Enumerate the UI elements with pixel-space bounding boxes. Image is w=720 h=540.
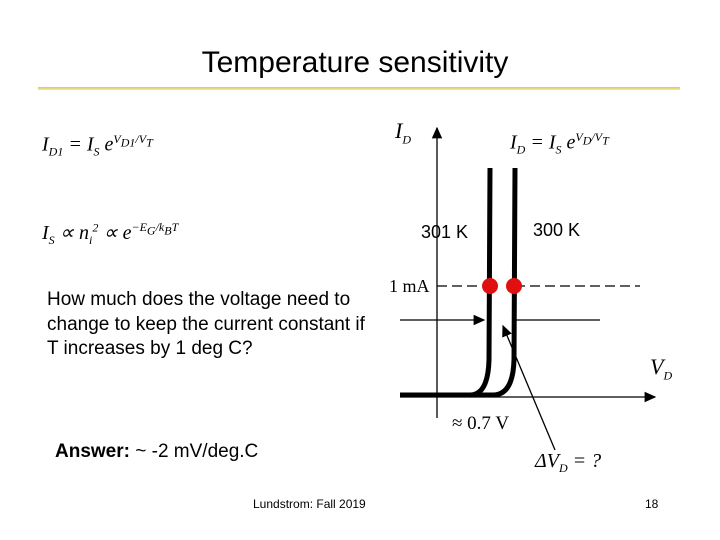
slide-title: Temperature sensitivity [201, 46, 509, 79]
footer-text: Lundstrom: Fall 2019 [253, 497, 366, 511]
curve-label-300k: 300 K [533, 220, 581, 240]
is-relation-equation: IS ∝ ni2 ∝ e−EG/kBT [42, 220, 179, 247]
x-axis-label: VD [650, 354, 673, 383]
operating-point-301k [482, 278, 498, 294]
operating-point-300k [506, 278, 522, 294]
curve-label-301k: 301 K [421, 222, 469, 242]
diode-equation-left: ID1 = IS eVD1/VT [42, 132, 153, 159]
answer-line: Answer: ~ -2 mV/deg.C [55, 441, 258, 463]
title-underline [38, 87, 680, 90]
curve-300k [400, 167, 518, 398]
answer-value: ~ -2 mV/deg.C [129, 441, 259, 462]
delta-v-label: ΔVD = ? [535, 450, 602, 475]
knee-voltage-label: ≈ 0.7 V [452, 413, 510, 434]
current-level-label: 1 mA [389, 276, 430, 296]
question-text: How much does the voltage need to change… [47, 289, 365, 359]
page-number: 18 [645, 497, 659, 511]
answer-label: Answer: [55, 441, 130, 462]
y-axis-label: ID [395, 118, 411, 147]
diode-equation-right: ID = IS eVD/VT [510, 130, 609, 157]
delta-v-arrow [502, 324, 556, 451]
